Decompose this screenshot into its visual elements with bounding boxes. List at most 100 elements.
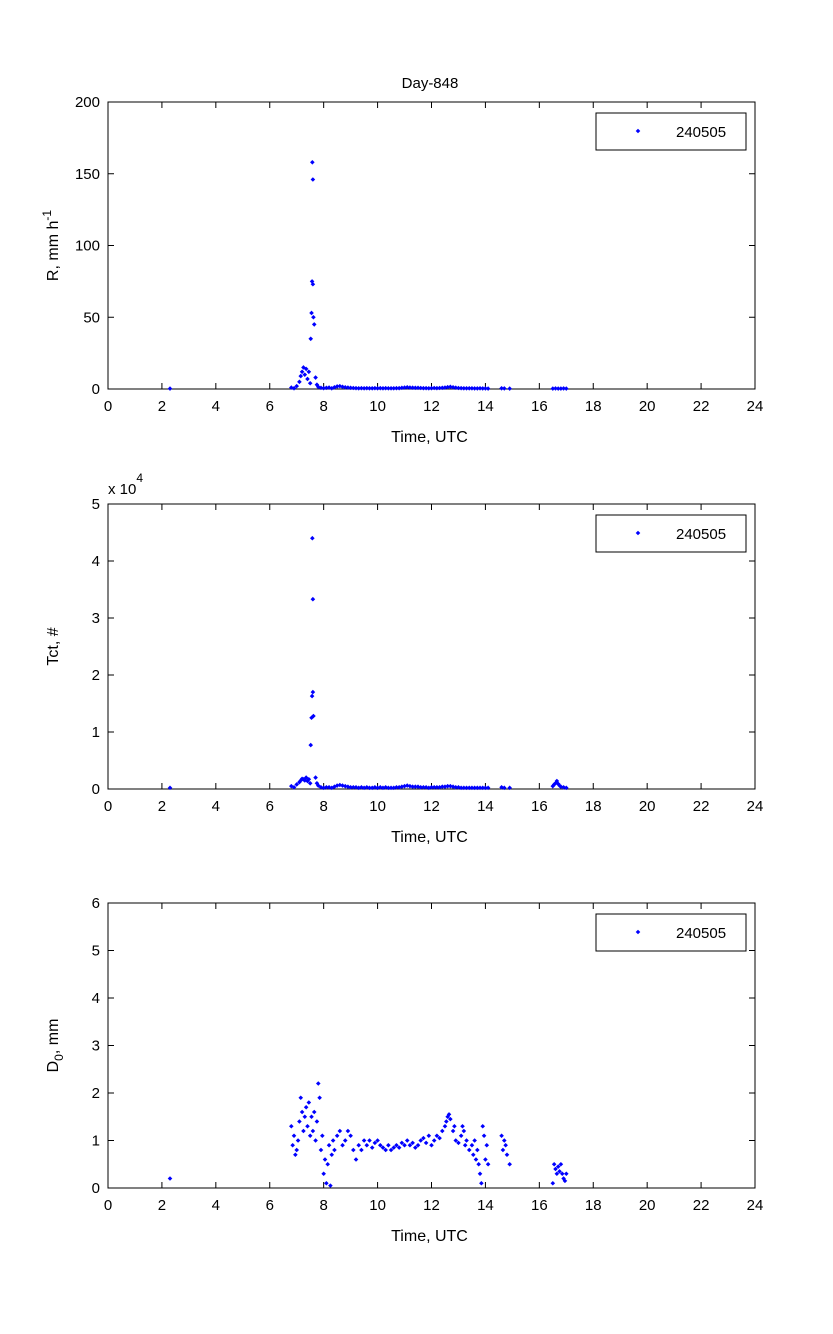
data-point <box>332 384 337 390</box>
data-point <box>426 385 432 391</box>
data-point <box>364 1142 370 1148</box>
data-point <box>561 784 566 790</box>
data-point <box>351 1147 356 1153</box>
data-point <box>299 369 305 375</box>
data-point <box>359 1147 364 1153</box>
y-axis-label: D0, mm <box>45 1019 66 1073</box>
y-tick-label: 150 <box>75 166 100 183</box>
data-point <box>294 1147 300 1153</box>
data-point <box>310 177 316 182</box>
data-point <box>448 384 453 390</box>
x-tick-label: 10 <box>369 1197 386 1214</box>
data-point <box>423 385 429 391</box>
data-point <box>421 784 426 790</box>
data-point <box>551 1161 557 1167</box>
data-point <box>298 373 304 379</box>
data-point <box>473 1157 479 1162</box>
data-point <box>561 1176 566 1181</box>
x-tick-label: 12 <box>423 398 440 415</box>
data-point <box>377 1142 383 1148</box>
data-point <box>326 1142 332 1148</box>
data-point <box>464 785 469 791</box>
data-point <box>507 386 512 391</box>
data-point <box>324 1180 329 1186</box>
data-point <box>314 1119 320 1124</box>
data-point <box>167 785 173 791</box>
data-point <box>507 1161 512 1167</box>
data-point <box>303 1104 309 1110</box>
x-tick-label: 16 <box>531 398 548 415</box>
data-point <box>563 1171 569 1177</box>
data-point <box>458 385 464 391</box>
data-point <box>318 1147 324 1153</box>
x-tick-label: 0 <box>104 798 112 815</box>
data-point <box>503 1142 508 1148</box>
data-point <box>291 385 297 391</box>
data-point <box>446 1112 452 1117</box>
data-point <box>293 1152 298 1158</box>
x-tick-label: 22 <box>693 398 710 415</box>
data-point <box>324 385 329 391</box>
data-point <box>559 1171 565 1177</box>
data-point <box>442 385 448 390</box>
data-point <box>306 369 312 375</box>
legend: 240505 <box>595 913 747 952</box>
y-axis-label: R, mm h-1 <box>40 210 62 281</box>
y-tick-label: 100 <box>75 238 100 255</box>
data-point <box>429 385 434 391</box>
data-point <box>434 1133 440 1139</box>
x-tick-label: 0 <box>104 1197 112 1214</box>
data-point <box>394 784 399 790</box>
data-point <box>480 785 486 791</box>
y-tick-label: 50 <box>83 309 100 326</box>
data-point <box>418 1138 424 1143</box>
data-point <box>342 384 348 390</box>
data-point <box>364 385 370 391</box>
data-point <box>309 693 315 699</box>
data-point <box>499 385 504 391</box>
data-point <box>444 1119 449 1124</box>
data-point <box>310 1128 316 1134</box>
y-tick-label: 4 <box>92 553 100 570</box>
data-point <box>469 1142 475 1148</box>
data-point <box>450 1128 456 1134</box>
data-point <box>484 1142 490 1148</box>
x-tick-label: 24 <box>747 398 764 415</box>
x-tick-label: 20 <box>639 1197 656 1214</box>
data-point <box>461 1128 467 1134</box>
x-tick-label: 18 <box>585 798 602 815</box>
x-tick-label: 4 <box>212 398 220 415</box>
data-point <box>311 322 317 327</box>
data-point <box>353 385 359 391</box>
data-point <box>310 535 315 541</box>
data-point <box>351 784 356 790</box>
data-point <box>415 1142 421 1148</box>
data-point <box>500 1147 506 1153</box>
data-point <box>402 1142 407 1148</box>
data-point <box>324 784 329 790</box>
x-tick-label: 6 <box>266 798 274 815</box>
data-point <box>483 785 488 791</box>
data-point <box>361 385 367 391</box>
data-point <box>396 1145 402 1150</box>
data-point <box>329 1152 335 1158</box>
y-axis-label: Tct, # <box>45 627 62 665</box>
figure-title: Day-848 <box>402 75 459 92</box>
data-point <box>458 1133 464 1139</box>
x-tick-label: 2 <box>158 1197 166 1214</box>
data-point <box>306 777 312 782</box>
data-point <box>466 785 472 791</box>
x-tick-label: 2 <box>158 398 166 415</box>
y-tick-label: 0 <box>92 381 100 398</box>
y-tick-label: 0 <box>92 781 100 798</box>
data-point <box>322 1157 328 1162</box>
data-point <box>367 785 372 791</box>
data-point <box>326 784 332 790</box>
data-point <box>369 1145 375 1150</box>
data-point <box>303 366 309 372</box>
data-point <box>421 385 426 391</box>
x-tick-label: 20 <box>639 398 656 415</box>
data-point <box>375 385 380 391</box>
data-point <box>375 1138 380 1143</box>
x-axis-label: Time, UTC <box>391 829 468 846</box>
